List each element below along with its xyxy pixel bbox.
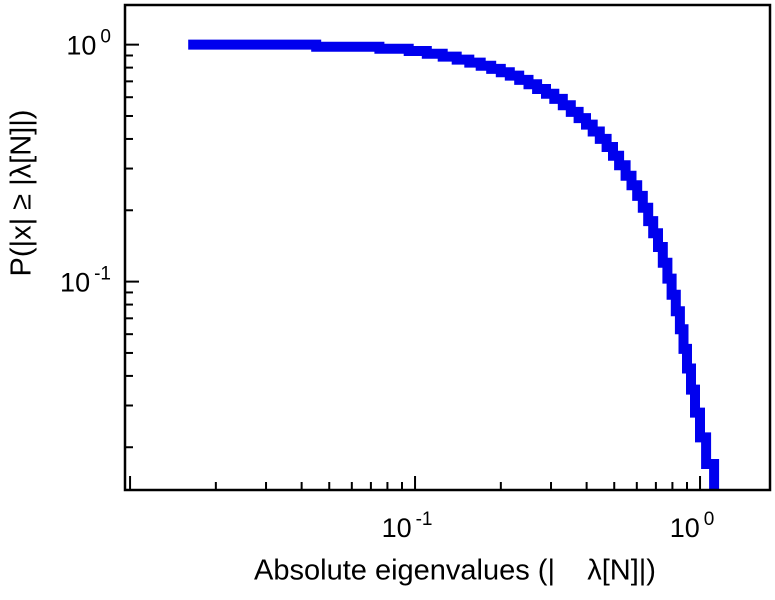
axis-ticks: [126, 43, 702, 489]
x-tick-label: 10 -1: [382, 509, 433, 543]
x-tick-label: 10 0: [670, 509, 715, 543]
y-axis-label: P(|x| ≥ |λ[N]|): [5, 109, 38, 277]
plot-border: [123, 3, 772, 492]
x-axis-label: Absolute eigenvalues (| λ[N]|): [254, 554, 656, 587]
y-tick-label: 10 -1: [60, 264, 111, 298]
ccdf-step-curve: [188, 39, 720, 490]
y-tick-label: 10 0: [66, 27, 111, 61]
tick-labels: 10 -1 10 0 10 0 10 -1: [60, 27, 714, 543]
